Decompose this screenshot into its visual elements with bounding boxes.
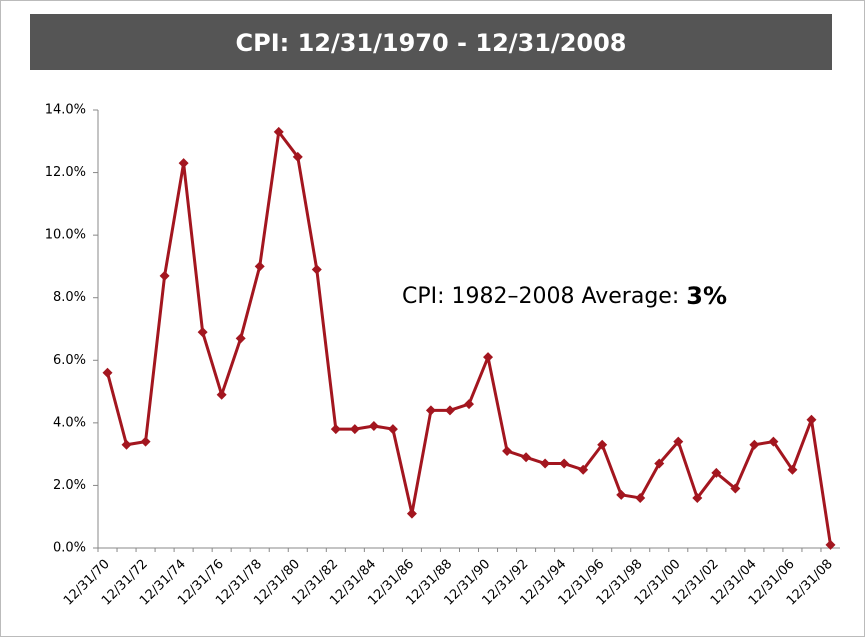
y-tick-label: 8.0% <box>53 290 86 305</box>
y-tick-label: 6.0% <box>53 353 86 368</box>
point-marker <box>483 352 494 363</box>
point-marker <box>292 151 303 162</box>
point-marker <box>254 261 265 272</box>
point-marker <box>387 424 398 435</box>
point-marker <box>711 467 722 478</box>
point-marker <box>273 126 284 137</box>
point-marker <box>235 333 246 344</box>
point-marker <box>425 405 436 416</box>
point-marker <box>730 483 741 494</box>
point-marker <box>330 424 341 435</box>
point-marker <box>444 405 455 416</box>
point-marker <box>616 489 627 500</box>
point-marker <box>559 458 570 469</box>
point-marker <box>368 420 379 431</box>
point-marker <box>102 367 113 378</box>
annotation-value: 3% <box>686 282 727 310</box>
point-marker <box>787 464 798 475</box>
y-tick-label: 14.0% <box>45 103 86 118</box>
point-marker <box>216 389 227 400</box>
annotation-text: CPI: 1982–2008 Average: <box>402 284 679 309</box>
point-marker <box>197 327 208 338</box>
annotation: CPI: 1982–2008 Average: 3% <box>402 282 727 310</box>
point-marker <box>749 439 760 450</box>
point-marker <box>578 464 589 475</box>
y-tick-label: 12.0% <box>45 165 86 180</box>
y-tick-label: 10.0% <box>45 228 86 243</box>
point-marker <box>540 458 551 469</box>
point-marker <box>825 539 836 550</box>
title-bar <box>30 14 832 70</box>
point-marker <box>806 414 817 425</box>
point-marker <box>311 264 322 275</box>
chart-title: CPI: 12/31/1970 - 12/31/2008 <box>235 29 626 57</box>
point-marker <box>673 436 684 447</box>
point-marker <box>140 436 151 447</box>
y-tick-label: 0.0% <box>53 541 86 556</box>
point-marker <box>121 439 132 450</box>
point-marker <box>178 158 189 169</box>
point-marker <box>464 399 474 410</box>
point-marker <box>597 439 608 450</box>
y-tick-label: 2.0% <box>53 478 86 493</box>
point-marker <box>768 436 779 447</box>
point-marker <box>349 424 360 435</box>
point-marker <box>502 446 513 457</box>
point-marker <box>159 270 170 281</box>
point-marker <box>654 458 665 469</box>
point-marker <box>635 492 646 503</box>
point-marker <box>692 492 703 503</box>
point-marker <box>406 508 417 519</box>
point-marker <box>521 452 532 463</box>
y-tick-label: 4.0% <box>53 415 86 430</box>
